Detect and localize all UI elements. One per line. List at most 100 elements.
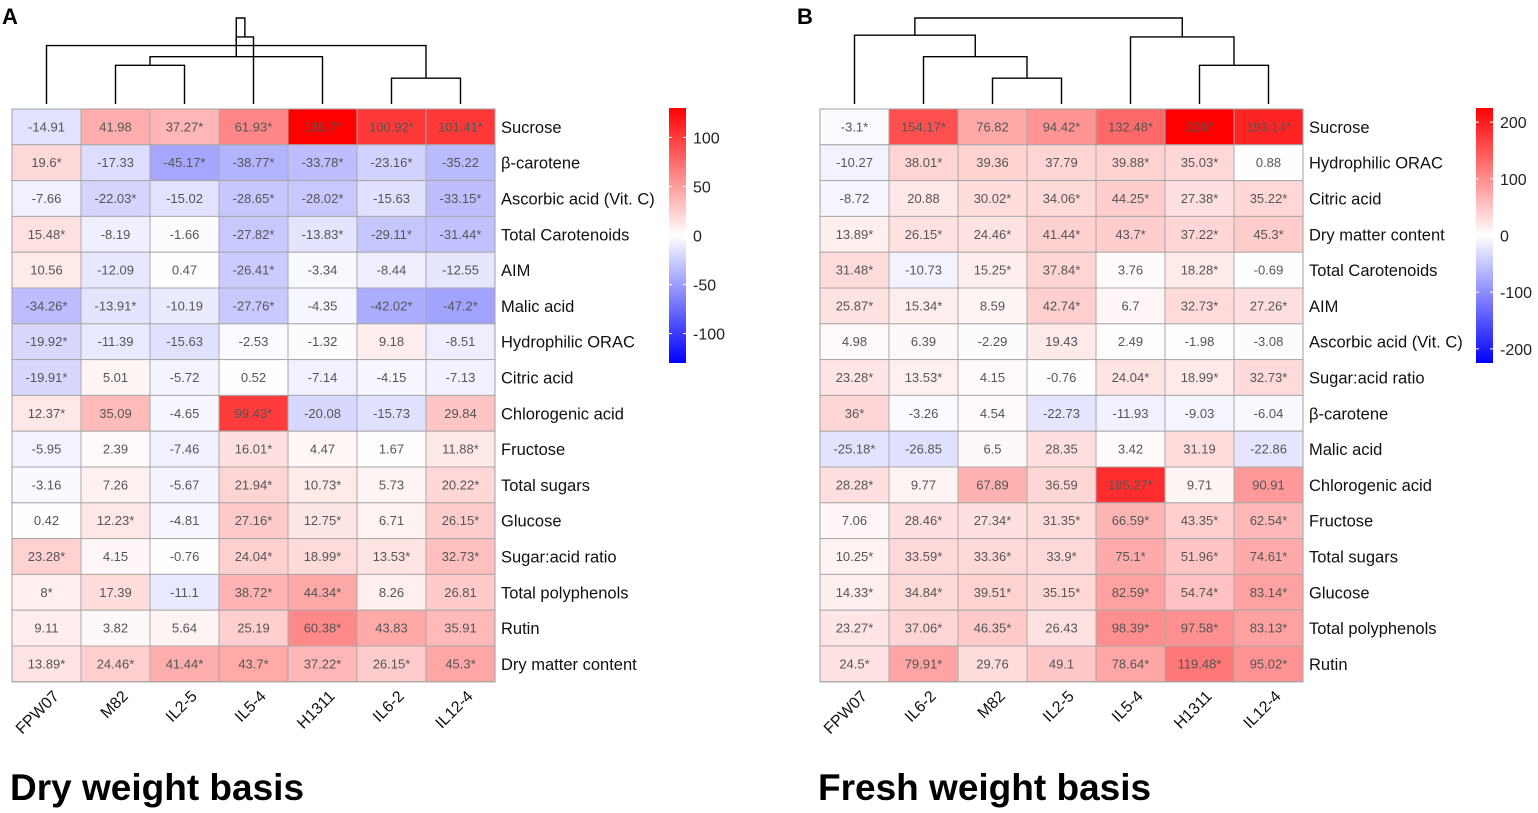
heatmap-cell	[957, 645, 1028, 683]
cell-value-label: 23.27*	[836, 621, 874, 636]
cell-value-label: 21.94*	[235, 477, 273, 492]
cell-value-label: 28.28*	[836, 477, 874, 492]
row-label: Glucose	[1309, 584, 1370, 602]
cell-value-label: -35.22	[442, 155, 479, 170]
cell-value-label: 62.54*	[1250, 513, 1288, 528]
heatmap-cell	[1164, 609, 1235, 647]
cell-value-label: 4.15	[103, 549, 128, 564]
heatmap-border	[819, 108, 1304, 683]
heatmap-cell	[1233, 359, 1304, 396]
heatmap-cell	[888, 144, 959, 182]
heatmap-cell	[1026, 215, 1097, 253]
column-label: IL6-2	[902, 688, 940, 726]
cell-value-label: 28.46*	[905, 513, 943, 528]
cell-value-label: 83.14*	[1250, 585, 1288, 600]
heatmap-cell	[356, 645, 427, 683]
heatmap-cell	[80, 108, 151, 146]
heatmap-cell	[1164, 394, 1235, 432]
heatmap-cell	[1095, 466, 1166, 504]
cell-value-label: 33.59*	[905, 549, 943, 564]
cell-value-label: 18.99*	[1181, 370, 1219, 385]
heatmap-cell	[80, 144, 151, 182]
heatmap-cell	[957, 287, 1028, 325]
cell-value-label: 25.19	[237, 621, 270, 636]
cell-value-label: 43.83	[375, 621, 408, 636]
cell-value-label: 83.13*	[1250, 621, 1288, 636]
cell-value-label: 26.43	[1045, 621, 1078, 636]
heatmap-cell	[11, 538, 82, 575]
cell-value-label: 26.81	[444, 585, 477, 600]
heatmap-cell	[287, 430, 358, 468]
column-dendrogram	[853, 17, 1270, 104]
heatmap-cell	[425, 215, 496, 253]
cell-value-label: -33.15*	[440, 191, 482, 206]
heatmap-cell	[1026, 394, 1097, 432]
heatmap-cell	[1026, 573, 1097, 611]
heatmap-cell	[888, 538, 959, 575]
heatmap-cell	[1164, 144, 1235, 182]
cell-value-label: -0.76	[1047, 370, 1077, 385]
heatmap-cell	[218, 430, 289, 468]
row-labels: Sucrose β-carotene Ascorbic acid (Vit. C) T…	[501, 119, 655, 674]
column-label: IL2-5	[163, 688, 201, 726]
cell-value-label: 31.48*	[836, 263, 874, 278]
cell-value-label: -27.76*	[233, 298, 275, 313]
row-label: Fructose	[501, 441, 565, 459]
cell-value-label: 193.14*	[1246, 119, 1291, 134]
cell-value-label: 24.46*	[974, 227, 1012, 242]
heatmap-cell	[218, 645, 289, 683]
cell-value-label: -20.08	[304, 406, 341, 421]
row-label: β-carotene	[501, 155, 580, 173]
cell-value-label: 3.42	[1118, 442, 1143, 457]
column-label: IL12-4	[433, 688, 477, 732]
heatmap-cell	[1233, 430, 1304, 468]
heatmap-cell	[888, 215, 959, 253]
heatmap-cell	[819, 573, 890, 611]
cell-value-label: -25.18*	[834, 442, 876, 457]
legend-tick-label: 0	[693, 229, 702, 246]
heatmap-cell	[1095, 287, 1166, 325]
cell-value-label: 27.16*	[235, 513, 273, 528]
cell-value-label: 37.27*	[166, 119, 204, 134]
heatmap-cell	[1026, 287, 1097, 325]
heatmap-cell	[356, 251, 427, 289]
cell-value-label: -3.34	[308, 263, 338, 278]
cell-value-label: 99.43*	[235, 406, 273, 421]
column-label: H1311	[1171, 688, 1216, 733]
heatmap-cell	[1233, 573, 1304, 611]
cell-value-label: 67.89	[976, 477, 1009, 492]
cell-value-label: 19.6*	[31, 155, 61, 170]
cell-value-label: 45.3*	[445, 656, 475, 671]
cell-value-label: 97.58*	[1181, 621, 1219, 636]
cell-value-label: -22.73	[1043, 406, 1080, 421]
cell-value-label: -13.91*	[95, 298, 137, 313]
cell-value-label: -19.91*	[26, 370, 68, 385]
heatmap-cell	[80, 609, 151, 647]
cell-value-label: 25.87*	[836, 298, 874, 313]
cell-value-label: 32.73*	[442, 549, 480, 564]
heatmap-cell	[1233, 466, 1304, 504]
cell-value-label: 10.73*	[304, 477, 342, 492]
heatmap-cell	[1095, 573, 1166, 611]
cell-value-label: -23.16*	[371, 155, 413, 170]
color-legend: 100 50 0 -50 -100	[669, 108, 725, 363]
cell-value-label: 7.26	[103, 477, 128, 492]
cell-value-label: 16.01*	[235, 442, 273, 457]
heatmap-cell	[888, 466, 959, 504]
cell-value-label: 45.3*	[1253, 227, 1283, 242]
cell-value-label: 23.28*	[836, 370, 874, 385]
cell-value-label: 132.48*	[1108, 119, 1153, 134]
heatmap-cell	[888, 359, 959, 396]
cell-value-label: 7.06	[842, 513, 867, 528]
column-label: M82	[975, 688, 1009, 722]
row-label: Total polyphenols	[1309, 620, 1437, 638]
heatmap-cell	[1095, 144, 1166, 182]
heatmap-cell	[149, 144, 220, 182]
heatmap-cell	[80, 394, 151, 432]
heatmap-cell	[957, 502, 1028, 540]
heatmap-cell	[1095, 251, 1166, 289]
cell-value-label: -2.53	[239, 334, 269, 349]
heatmap-cell	[356, 144, 427, 182]
cell-value-label: 10.56	[30, 263, 63, 278]
heatmap-cell	[149, 287, 220, 325]
